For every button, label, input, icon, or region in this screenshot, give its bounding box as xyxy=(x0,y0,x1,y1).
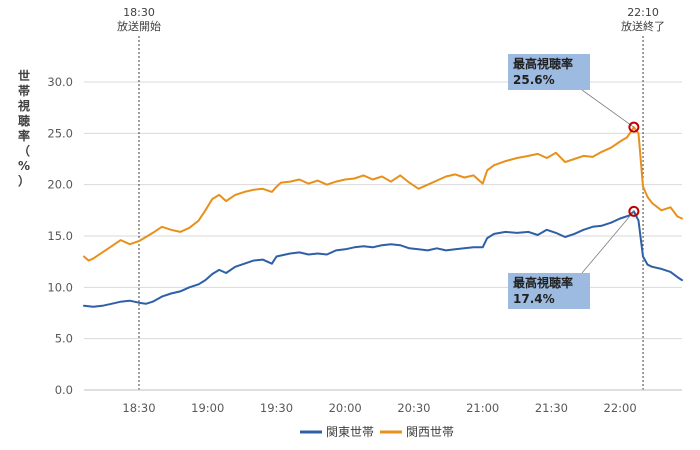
annotation-value: 17.4% xyxy=(513,292,555,306)
axes: 0.0 5.0 10.0 15.0 20.0 25.0 30.0 18:30 19:00 19:3… xyxy=(47,75,682,415)
annotation-box xyxy=(508,54,590,90)
x-tick-label: 22:00 xyxy=(604,401,637,415)
peak-annotations: 最高視聴率 25.6% 最高視聴率 17.4% xyxy=(508,54,640,309)
x-tick-label: 19:00 xyxy=(191,401,224,415)
grid-lines xyxy=(84,81,682,391)
x-tick-label: 19:30 xyxy=(260,401,293,415)
event-text-label: 放送終了 xyxy=(621,19,665,33)
legend: 関東世帯 関西世帯 xyxy=(300,425,454,439)
y-tick-label: 5.0 xyxy=(55,332,73,346)
legend-label-0: 関東世帯 xyxy=(326,425,374,439)
x-tick-label: 21:30 xyxy=(535,401,568,415)
series-line-1 xyxy=(83,126,683,262)
annotation-leader xyxy=(581,89,635,128)
series-lines xyxy=(83,126,683,308)
annotation-value: 25.6% xyxy=(513,73,555,87)
annotation-label: 最高視聴率 xyxy=(513,56,573,71)
legend-label-1: 関西世帯 xyxy=(406,425,454,439)
y-tick-label: 20.0 xyxy=(47,178,73,192)
peak-marker xyxy=(628,121,640,133)
y-axis-title-text: 世帯視聴率（%） xyxy=(17,68,30,188)
x-tick-label: 21:00 xyxy=(466,401,499,415)
y-tick-label: 25.0 xyxy=(47,126,73,140)
x-tick-label: 20:30 xyxy=(397,401,430,415)
y-tick-label: 10.0 xyxy=(47,280,73,294)
annotation-label: 最高視聴率 xyxy=(513,275,573,290)
y-tick-label: 30.0 xyxy=(47,75,73,89)
annotation-leader xyxy=(581,211,635,274)
y-axis-title: 世帯視聴率（%） xyxy=(17,68,30,188)
y-tick-label: 0.0 xyxy=(55,383,73,397)
annotation-box xyxy=(508,273,590,309)
event-time-label: 22:10 xyxy=(627,6,659,19)
x-tick-label: 20:00 xyxy=(329,401,362,415)
event-text-label: 放送開始 xyxy=(117,19,161,33)
x-tick-label: 18:30 xyxy=(122,401,155,415)
series-line-0 xyxy=(83,210,683,308)
y-tick-label: 15.0 xyxy=(47,229,73,243)
peak-marker xyxy=(628,205,640,217)
event-time-label: 18:30 xyxy=(123,6,155,19)
